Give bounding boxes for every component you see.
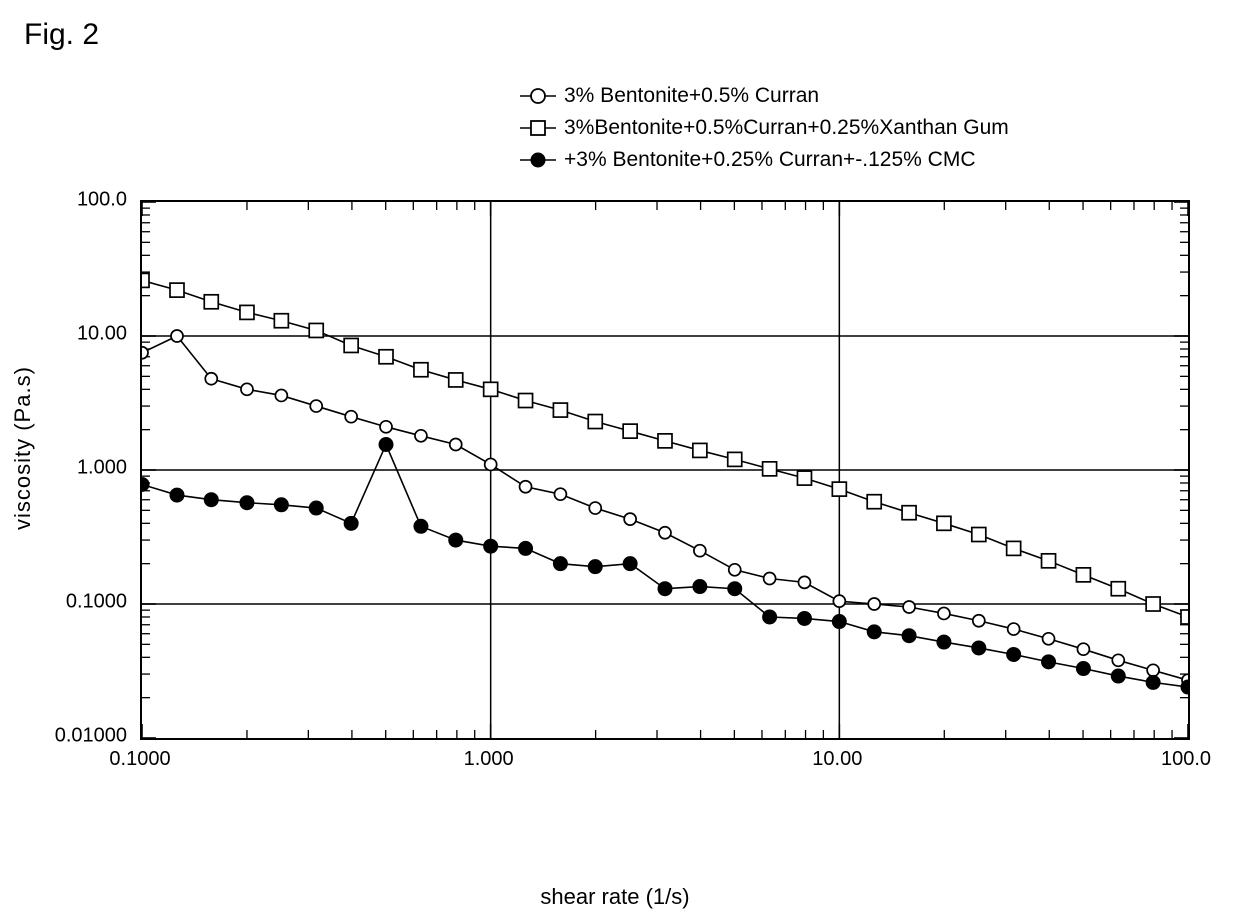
plot-svg [142,202,1188,738]
figure-label: Fig. 2 [24,18,99,52]
y-tick-label: 100.0 [77,189,127,212]
x-axis-label: shear rate (1/s) [540,884,689,910]
chart-container: viscosity (Pa.s) 0.010000.10001.00010.00… [20,200,1210,860]
y-tick-labels: 0.010000.10001.00010.00100.0 [20,200,135,740]
legend-item: +3% Bentonite+0.25% Curran+-.125% CMC [520,144,1009,176]
legend-marker-circle-open-icon [520,86,556,106]
plot-area [140,200,1190,740]
x-tick-label: 100.0 [1161,748,1211,771]
legend-item: 3%Bentonite+0.5%Curran+0.25%Xanthan Gum [520,112,1009,144]
legend-item: 3% Bentonite+0.5% Curran [520,80,1009,112]
chart-legend: 3% Bentonite+0.5% Curran 3%Bentonite+0.5… [520,80,1009,176]
x-tick-label: 1.000 [464,748,514,771]
legend-label: 3% Bentonite+0.5% Curran [564,80,819,112]
x-tick-label: 10.00 [812,748,862,771]
y-tick-label: 0.1000 [66,591,127,614]
x-tick-labels: 0.10001.00010.00100.0 [140,748,1190,778]
y-tick-label: 1.000 [77,457,127,480]
legend-marker-circle-filled-icon [520,150,556,170]
legend-label: +3% Bentonite+0.25% Curran+-.125% CMC [564,144,975,176]
legend-marker-square-open-icon [520,118,556,138]
y-tick-label: 10.00 [77,323,127,346]
page-root: Fig. 2 3% Bentonite+0.5% Curran 3%Benton… [0,0,1240,922]
x-tick-label: 0.1000 [109,748,170,771]
y-tick-label: 0.01000 [55,725,127,748]
legend-label: 3%Bentonite+0.5%Curran+0.25%Xanthan Gum [564,112,1009,144]
